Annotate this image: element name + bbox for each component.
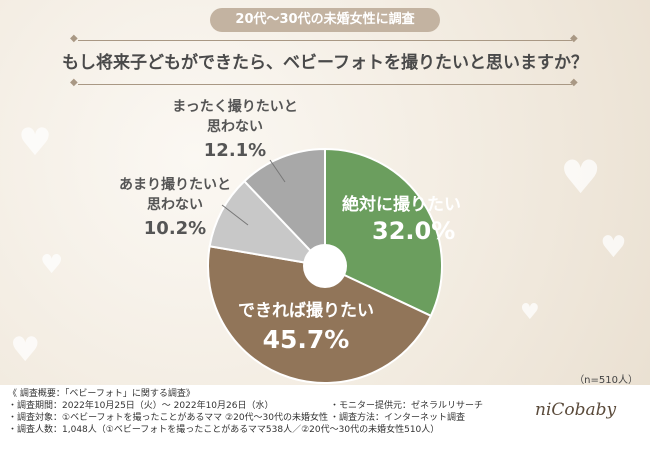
left-bottom-ornament-icon: ◆ — [70, 77, 78, 88]
heart-decoration-icon: ♥ — [10, 330, 41, 370]
label-not-at-all: まったく撮りたいと 思わない 12.1% — [160, 96, 310, 161]
heart-decoration-icon: ♥ — [560, 150, 602, 204]
slice-not-really — [208, 179, 328, 268]
survey-badge: 20代〜30代の未婚女性に調査 — [210, 8, 440, 32]
slice-if-possible — [207, 245, 433, 384]
label-if-possible-value: 45.7% — [262, 325, 350, 354]
heart-decoration-icon: ♥ — [520, 300, 540, 325]
label-not-really-value: 10.2% — [143, 218, 207, 239]
heart-decoration-icon: ♥ — [40, 250, 64, 280]
right-top-ornament-icon: ◆ — [570, 33, 578, 44]
label-not-at-all-value: 12.1% — [203, 140, 267, 161]
question-top-rule — [78, 40, 572, 41]
label-not-really-line2: 思わない — [147, 197, 203, 213]
right-bottom-ornament-icon: ◆ — [570, 77, 578, 88]
label-absolutely-value: 32.0% — [372, 217, 456, 245]
label-if-possible-name: できれば撮りたい — [238, 301, 374, 321]
slice-absolutely — [324, 147, 443, 318]
left-top-ornament-icon: ◆ — [70, 33, 78, 44]
survey-provider: ・モニター提供元：ゼネラルリサーチ — [330, 401, 484, 411]
survey-target: ・調査対象：①ベビーフォトを撮ったことがあるママ ②20代〜30代の未婚女性 — [8, 413, 329, 423]
label-absolutely-name: 絶対に撮りたい — [342, 195, 461, 215]
brand-logo: niCobaby — [535, 400, 617, 420]
label-not-really: あまり撮りたいと 思わない 10.2% — [110, 174, 240, 239]
question-title: もし将来子どもができたら、ベビーフォトを撮りたいと思いますか？ — [62, 53, 588, 73]
question-bottom-rule — [78, 84, 572, 85]
leader-line-not-really — [221, 204, 249, 226]
survey-title: 《 調査概要：「ベビーフォト」に関する調査》 — [8, 389, 195, 399]
pie-center-hole — [303, 244, 347, 288]
label-absolutely: 絶対に撮りたい 32.0% — [342, 190, 461, 245]
label-not-at-all-line2: 思わない — [207, 119, 263, 135]
sample-size: （n=510人） — [574, 375, 638, 386]
survey-period: ・調査期間：2022年10月25日（火）〜 2022年10月26日（水） — [8, 401, 274, 411]
slice-not-at-all — [242, 147, 326, 269]
heart-decoration-icon: ♥ — [18, 120, 53, 164]
label-if-possible: できれば撮りたい 45.7% — [238, 296, 374, 354]
label-not-at-all-line1: まったく撮りたいと — [172, 99, 298, 115]
survey-count: ・調査人数：1,048人（①ベビーフォトを撮ったことがあるママ538人／②20代… — [8, 425, 440, 435]
survey-method: ・調査方法：インターネット調査 — [330, 413, 466, 423]
survey-footer — [0, 385, 650, 450]
heart-decoration-icon: ♥ — [600, 230, 627, 265]
label-not-really-line1: あまり撮りたいと — [119, 177, 231, 193]
leader-line-not-at-all — [269, 159, 286, 183]
